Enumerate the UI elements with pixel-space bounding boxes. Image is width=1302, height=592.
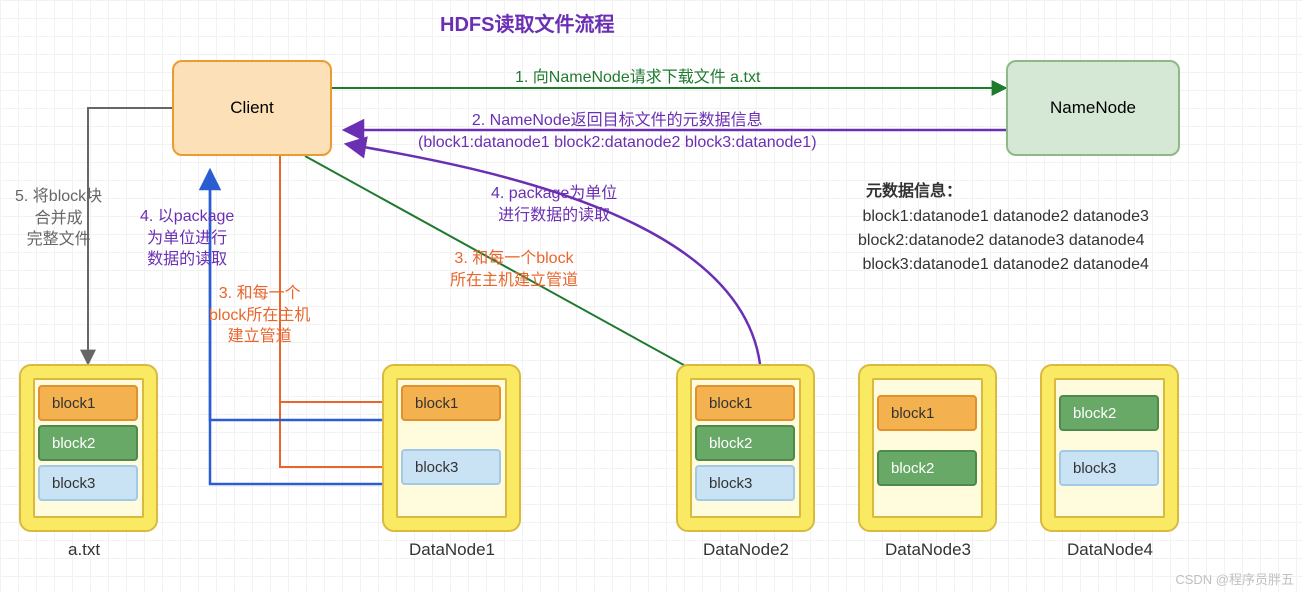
dn3-block1: block1 bbox=[877, 395, 977, 431]
file-label: a.txt bbox=[68, 540, 100, 560]
dn2-block2: block2 bbox=[695, 425, 795, 461]
namenode-node: NameNode bbox=[1006, 60, 1180, 156]
metadata-title: 元数据信息： bbox=[866, 180, 962, 204]
client-node: Client bbox=[172, 60, 332, 156]
dn4-block2: block2 bbox=[1059, 395, 1159, 431]
step4a-label: 4. 以package 为单位进行 数据的读取 bbox=[140, 206, 234, 271]
e3a-client-dn1-blk1 bbox=[280, 156, 401, 402]
step3b-label: 3. 和每一个block 所在主机建立管道 bbox=[450, 248, 578, 291]
diagram-title: HDFS读取文件流程 bbox=[440, 8, 614, 37]
step1-label: 1. 向NameNode请求下载文件 a.txt bbox=[515, 67, 760, 89]
step5-label: 5. 将block块 合并成 完整文件 bbox=[15, 186, 102, 251]
dn2-block1: block1 bbox=[695, 385, 795, 421]
dn4-label: DataNode4 bbox=[1067, 540, 1153, 560]
dn1-label: DataNode1 bbox=[409, 540, 495, 560]
dn3-block2: block2 bbox=[877, 450, 977, 486]
watermark: CSDN @程序员胖五 bbox=[1175, 569, 1294, 588]
metadata-body: block1:datanode1 datanode2 datanode3 blo… bbox=[858, 205, 1149, 277]
file-block1: block1 bbox=[38, 385, 138, 421]
step2-label: 2. NameNode返回目标文件的元数据信息 (block1:datanode… bbox=[418, 110, 817, 153]
namenode-label: NameNode bbox=[1050, 98, 1136, 118]
dn3-label: DataNode3 bbox=[885, 540, 971, 560]
client-label: Client bbox=[230, 98, 273, 118]
step4b-label: 4. package为单位 进行数据的读取 bbox=[491, 183, 617, 226]
dn1-block1: block1 bbox=[401, 385, 501, 421]
dn4-block3: block3 bbox=[1059, 450, 1159, 486]
dn2-label: DataNode2 bbox=[703, 540, 789, 560]
dn1-block3: block3 bbox=[401, 449, 501, 485]
file-block3: block3 bbox=[38, 465, 138, 501]
step3a-label: 3. 和每一个 block所在主机 建立管道 bbox=[209, 283, 310, 348]
dn2-block3: block3 bbox=[695, 465, 795, 501]
file-block2: block2 bbox=[38, 425, 138, 461]
